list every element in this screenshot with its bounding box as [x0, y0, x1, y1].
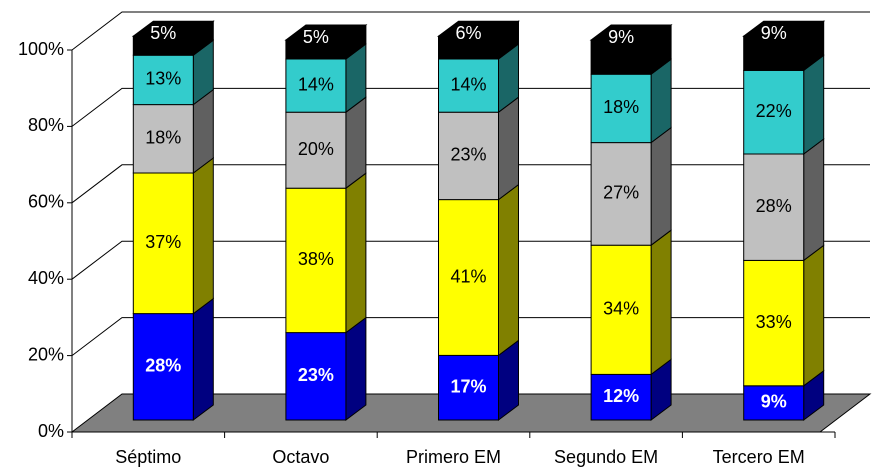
- x-tick-label: Octavo: [272, 447, 329, 467]
- data-label: 28%: [756, 196, 792, 216]
- y-tick-label: 40%: [28, 268, 64, 288]
- bar-segment: [438, 199, 499, 356]
- bar-segment: [590, 142, 652, 246]
- bar-segment: [132, 104, 194, 174]
- y-tick-label: 80%: [28, 115, 64, 135]
- y-tick-label: 60%: [28, 192, 64, 212]
- data-label: 9%: [761, 392, 787, 412]
- y-tick-label: 20%: [28, 344, 64, 364]
- data-label: 9%: [761, 23, 787, 43]
- x-tick-label: Séptimo: [115, 447, 181, 467]
- data-label: 27%: [603, 183, 639, 203]
- data-label: 41%: [450, 266, 486, 286]
- data-label: 13%: [145, 69, 181, 89]
- data-label: 18%: [603, 97, 639, 117]
- data-label: 37%: [145, 232, 181, 252]
- data-label: 28%: [145, 356, 181, 376]
- bar-segment: [743, 385, 805, 421]
- x-tick-label: Primero EM: [406, 447, 501, 467]
- bar-top: [131, 20, 215, 37]
- bar-side: [345, 96, 367, 190]
- x-tick-label: Tercero EM: [713, 447, 805, 467]
- bar-side: [345, 316, 367, 421]
- data-label: 38%: [298, 249, 334, 269]
- bar-top: [284, 24, 368, 41]
- bar-segment: [438, 58, 499, 113]
- bar-segment: [285, 332, 347, 421]
- data-label: 23%: [450, 145, 486, 165]
- data-label: 23%: [298, 365, 334, 385]
- bar-top: [437, 20, 520, 37]
- bar-segment: [132, 54, 194, 106]
- data-label: 12%: [603, 386, 639, 406]
- bar-side: [650, 229, 672, 376]
- data-label: 5%: [303, 27, 329, 47]
- x-tick-label: Segundo EM: [554, 447, 658, 467]
- bar-segment: [743, 69, 805, 155]
- bar-segment: [285, 111, 347, 189]
- bar-side: [803, 138, 825, 262]
- bar-side: [192, 157, 214, 315]
- bar-side: [803, 54, 825, 155]
- bar-segment: [590, 244, 652, 375]
- data-label: 20%: [298, 139, 334, 159]
- bar-segment: [590, 373, 652, 421]
- bar-segment: [590, 39, 652, 75]
- bar-side: [650, 126, 672, 247]
- bar-side: [192, 297, 214, 421]
- bar-segment: [743, 35, 805, 71]
- bar-segment: [132, 313, 194, 421]
- bar-side: [345, 172, 367, 334]
- data-label: 22%: [756, 101, 792, 121]
- bar-top: [742, 20, 826, 37]
- data-label: 5%: [150, 23, 176, 43]
- y-tick-label: 100%: [18, 39, 64, 59]
- bar-top: [589, 24, 673, 41]
- bar-side: [498, 183, 519, 357]
- bar-segment: [285, 58, 347, 113]
- data-label: 6%: [455, 23, 481, 43]
- bar-side: [803, 244, 825, 387]
- y-tick-label: 0%: [38, 421, 64, 441]
- bar-segment: [438, 354, 499, 421]
- data-label: 14%: [298, 74, 334, 94]
- data-label: 9%: [608, 27, 634, 47]
- data-label: 14%: [450, 74, 486, 94]
- bar-segment: [132, 172, 194, 315]
- data-label: 34%: [603, 299, 639, 319]
- grid-line: [71, 11, 870, 51]
- bar-segment: [590, 73, 652, 144]
- bar-side: [498, 96, 519, 201]
- data-label: 18%: [145, 128, 181, 148]
- data-label: 33%: [756, 312, 792, 332]
- data-label: 17%: [450, 376, 486, 396]
- bar-segment: [743, 259, 805, 387]
